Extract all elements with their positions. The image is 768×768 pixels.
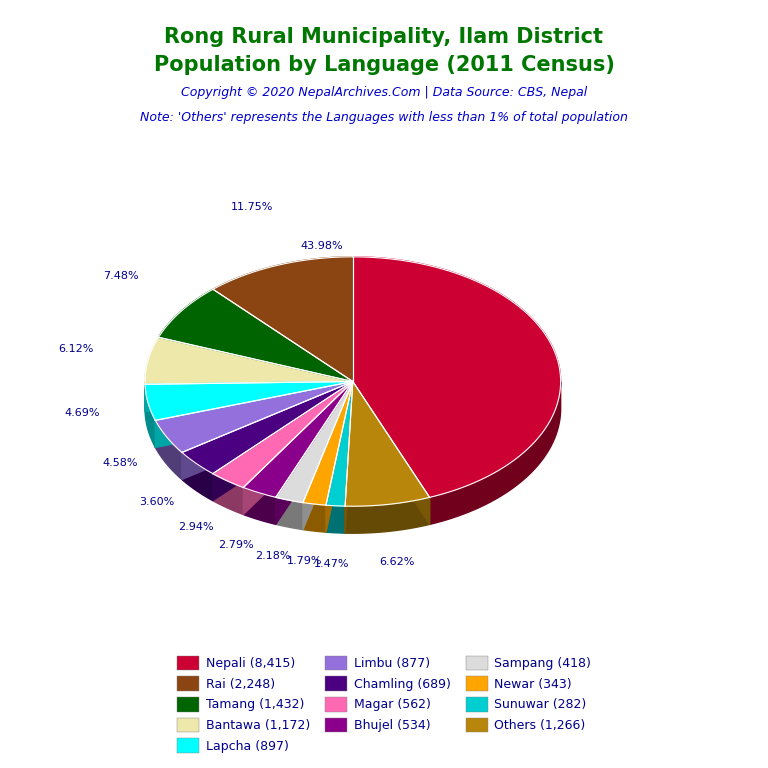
Polygon shape	[353, 257, 561, 498]
Text: 6.62%: 6.62%	[379, 557, 415, 567]
Polygon shape	[345, 498, 429, 533]
Text: 1.47%: 1.47%	[313, 559, 349, 569]
Polygon shape	[326, 382, 353, 506]
Text: 7.48%: 7.48%	[103, 271, 139, 281]
Polygon shape	[326, 382, 353, 532]
Polygon shape	[213, 382, 353, 488]
Text: Copyright © 2020 NepalArchives.Com | Data Source: CBS, Nepal: Copyright © 2020 NepalArchives.Com | Dat…	[181, 86, 587, 99]
Polygon shape	[243, 382, 353, 515]
Polygon shape	[155, 382, 353, 452]
Polygon shape	[326, 382, 353, 532]
Text: Rong Rural Municipality, Ilam District: Rong Rural Municipality, Ilam District	[164, 27, 604, 47]
Polygon shape	[276, 382, 353, 525]
Polygon shape	[182, 382, 353, 479]
Text: 4.58%: 4.58%	[102, 458, 138, 468]
Polygon shape	[243, 488, 276, 525]
Legend: Nepali (8,415), Rai (2,248), Tamang (1,432), Bantawa (1,172), Lapcha (897), Limb: Nepali (8,415), Rai (2,248), Tamang (1,4…	[172, 650, 596, 758]
Polygon shape	[145, 382, 353, 412]
Polygon shape	[345, 382, 353, 533]
Polygon shape	[145, 384, 155, 448]
Polygon shape	[345, 382, 429, 506]
Text: 1.79%: 1.79%	[287, 556, 323, 566]
Polygon shape	[145, 337, 353, 384]
Polygon shape	[303, 502, 326, 532]
Polygon shape	[303, 382, 353, 505]
Polygon shape	[182, 382, 353, 474]
Text: Note: 'Others' represents the Languages with less than 1% of total population: Note: 'Others' represents the Languages …	[140, 111, 628, 124]
Polygon shape	[303, 382, 353, 530]
Text: 3.60%: 3.60%	[140, 497, 175, 507]
Polygon shape	[155, 382, 353, 448]
Polygon shape	[145, 382, 353, 412]
Polygon shape	[276, 382, 353, 525]
Polygon shape	[213, 382, 353, 501]
Polygon shape	[158, 290, 353, 382]
Polygon shape	[243, 382, 353, 515]
Polygon shape	[326, 505, 345, 533]
Polygon shape	[182, 452, 213, 501]
Text: 2.18%: 2.18%	[256, 551, 291, 561]
Polygon shape	[155, 420, 182, 479]
Text: 2.79%: 2.79%	[218, 540, 253, 550]
Text: 4.69%: 4.69%	[65, 408, 100, 418]
Polygon shape	[213, 474, 243, 515]
Polygon shape	[303, 382, 353, 530]
Polygon shape	[353, 382, 429, 525]
Text: 6.12%: 6.12%	[58, 344, 94, 354]
Polygon shape	[276, 382, 353, 502]
Polygon shape	[155, 382, 353, 448]
Polygon shape	[182, 382, 353, 479]
Text: 2.94%: 2.94%	[178, 522, 214, 532]
Polygon shape	[345, 382, 353, 533]
Polygon shape	[213, 382, 353, 501]
Polygon shape	[145, 382, 353, 420]
Text: 43.98%: 43.98%	[300, 241, 343, 251]
Polygon shape	[213, 257, 353, 382]
Text: 11.75%: 11.75%	[230, 202, 273, 212]
Polygon shape	[243, 382, 353, 498]
Polygon shape	[276, 498, 303, 530]
Text: Population by Language (2011 Census): Population by Language (2011 Census)	[154, 55, 614, 75]
Polygon shape	[429, 382, 561, 525]
Polygon shape	[353, 382, 429, 525]
